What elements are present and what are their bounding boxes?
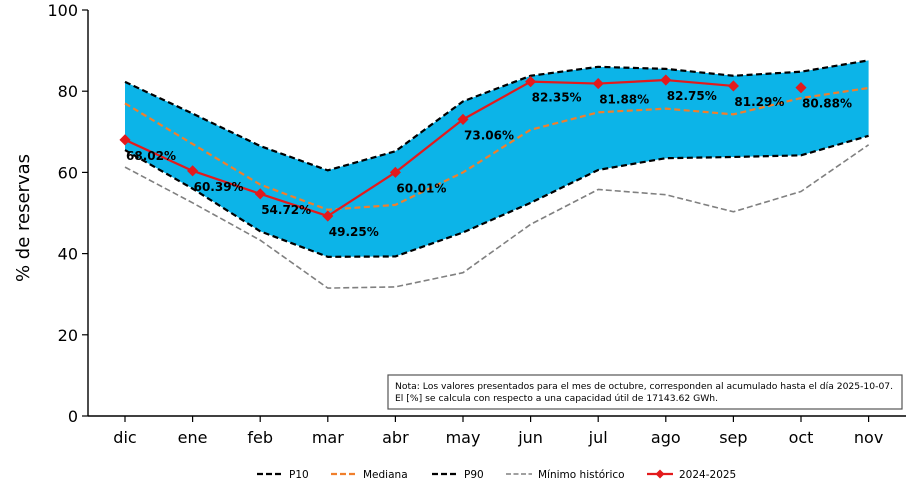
series-line-minimo-historico: [124, 144, 870, 289]
p10-p90-band: [125, 60, 869, 257]
series-line-p10: [124, 134, 869, 258]
series-line-2024-2025: [124, 78, 734, 218]
x-tick-label: dic: [113, 428, 136, 447]
legend: P10 Mediana P90 Mínimo histórico 2024-2025: [257, 469, 736, 481]
legend-marker-2024-2025: [655, 469, 665, 479]
data-labels: 68.02% 60.39% 54.72% 49.25% 60.01% 73.06% 82.3…: [126, 89, 852, 239]
y-axis-label: % de reservas: [13, 154, 34, 282]
legend-label-mediana: Mediana: [363, 469, 408, 481]
y-tick-label: 40: [58, 245, 78, 264]
note-line-1: Nota: Los valores presentados para el me…: [395, 381, 893, 392]
x-tick-label: mar: [312, 428, 344, 447]
y-tick-label: 80: [58, 82, 78, 101]
marker-jun: [525, 76, 537, 88]
x-tick-label: ago: [651, 428, 681, 447]
data-label-dic: 68.02%: [126, 149, 176, 163]
series-line-mediana: [124, 86, 869, 211]
data-label-abr: 60.01%: [396, 181, 446, 195]
data-label-oct: 80.88%: [802, 97, 852, 111]
note-line-2: El [%] se calcula con respecto a una cap…: [395, 393, 718, 404]
y-tick-label: 60: [58, 163, 78, 182]
data-label-ago: 82.75%: [667, 89, 717, 103]
x-tick-label: jun: [517, 428, 543, 447]
marker-dic: [119, 134, 131, 146]
marker-may: [457, 113, 469, 125]
series-markers: [119, 74, 807, 222]
x-tick-label: may: [446, 428, 481, 447]
x-tick-label: jul: [588, 428, 608, 447]
legend-label-minimo-historico: Mínimo histórico: [538, 469, 625, 481]
data-label-jun: 82.35%: [532, 91, 582, 105]
x-tick-label: nov: [854, 428, 883, 447]
legend-label-p90: P90: [464, 469, 484, 481]
y-tick-label: 100: [47, 1, 78, 20]
series-line-p90: [124, 59, 869, 172]
x-tick-label: ene: [178, 428, 208, 447]
marker-abr: [389, 166, 401, 178]
y-tick-label: 0: [68, 407, 78, 426]
data-label-ene: 60.39%: [194, 180, 244, 194]
axes: 0 20 40 60 80 100 dic ene feb mar abr may jun jul ago s…: [13, 1, 906, 447]
note-frame: [387, 374, 903, 410]
y-tick-label: 20: [58, 326, 78, 345]
note-box: Nota: Los valores presentados para el me…: [387, 374, 903, 410]
data-label-sep: 81.29%: [734, 95, 784, 109]
data-label-jul: 81.88%: [599, 93, 649, 107]
marker-mar: [322, 210, 334, 222]
series-lines: [124, 59, 870, 289]
marker-sep: [727, 80, 739, 92]
legend-label-2024-2025: 2024-2025: [679, 469, 736, 481]
marker-ene: [187, 165, 199, 177]
marker-oct: [795, 82, 807, 94]
data-label-may: 73.06%: [464, 128, 514, 142]
data-label-feb: 54.72%: [261, 203, 311, 217]
band-area: [125, 60, 869, 257]
data-label-mar: 49.25%: [329, 225, 379, 239]
marker-ago: [660, 74, 672, 86]
marker-jul: [592, 78, 604, 90]
legend-label-p10: P10: [289, 469, 309, 481]
x-tick-label: sep: [719, 428, 747, 447]
marker-feb: [254, 188, 266, 200]
x-tick-label: feb: [247, 428, 273, 447]
x-tick-label: abr: [382, 428, 409, 447]
x-tick-label: oct: [789, 428, 814, 447]
